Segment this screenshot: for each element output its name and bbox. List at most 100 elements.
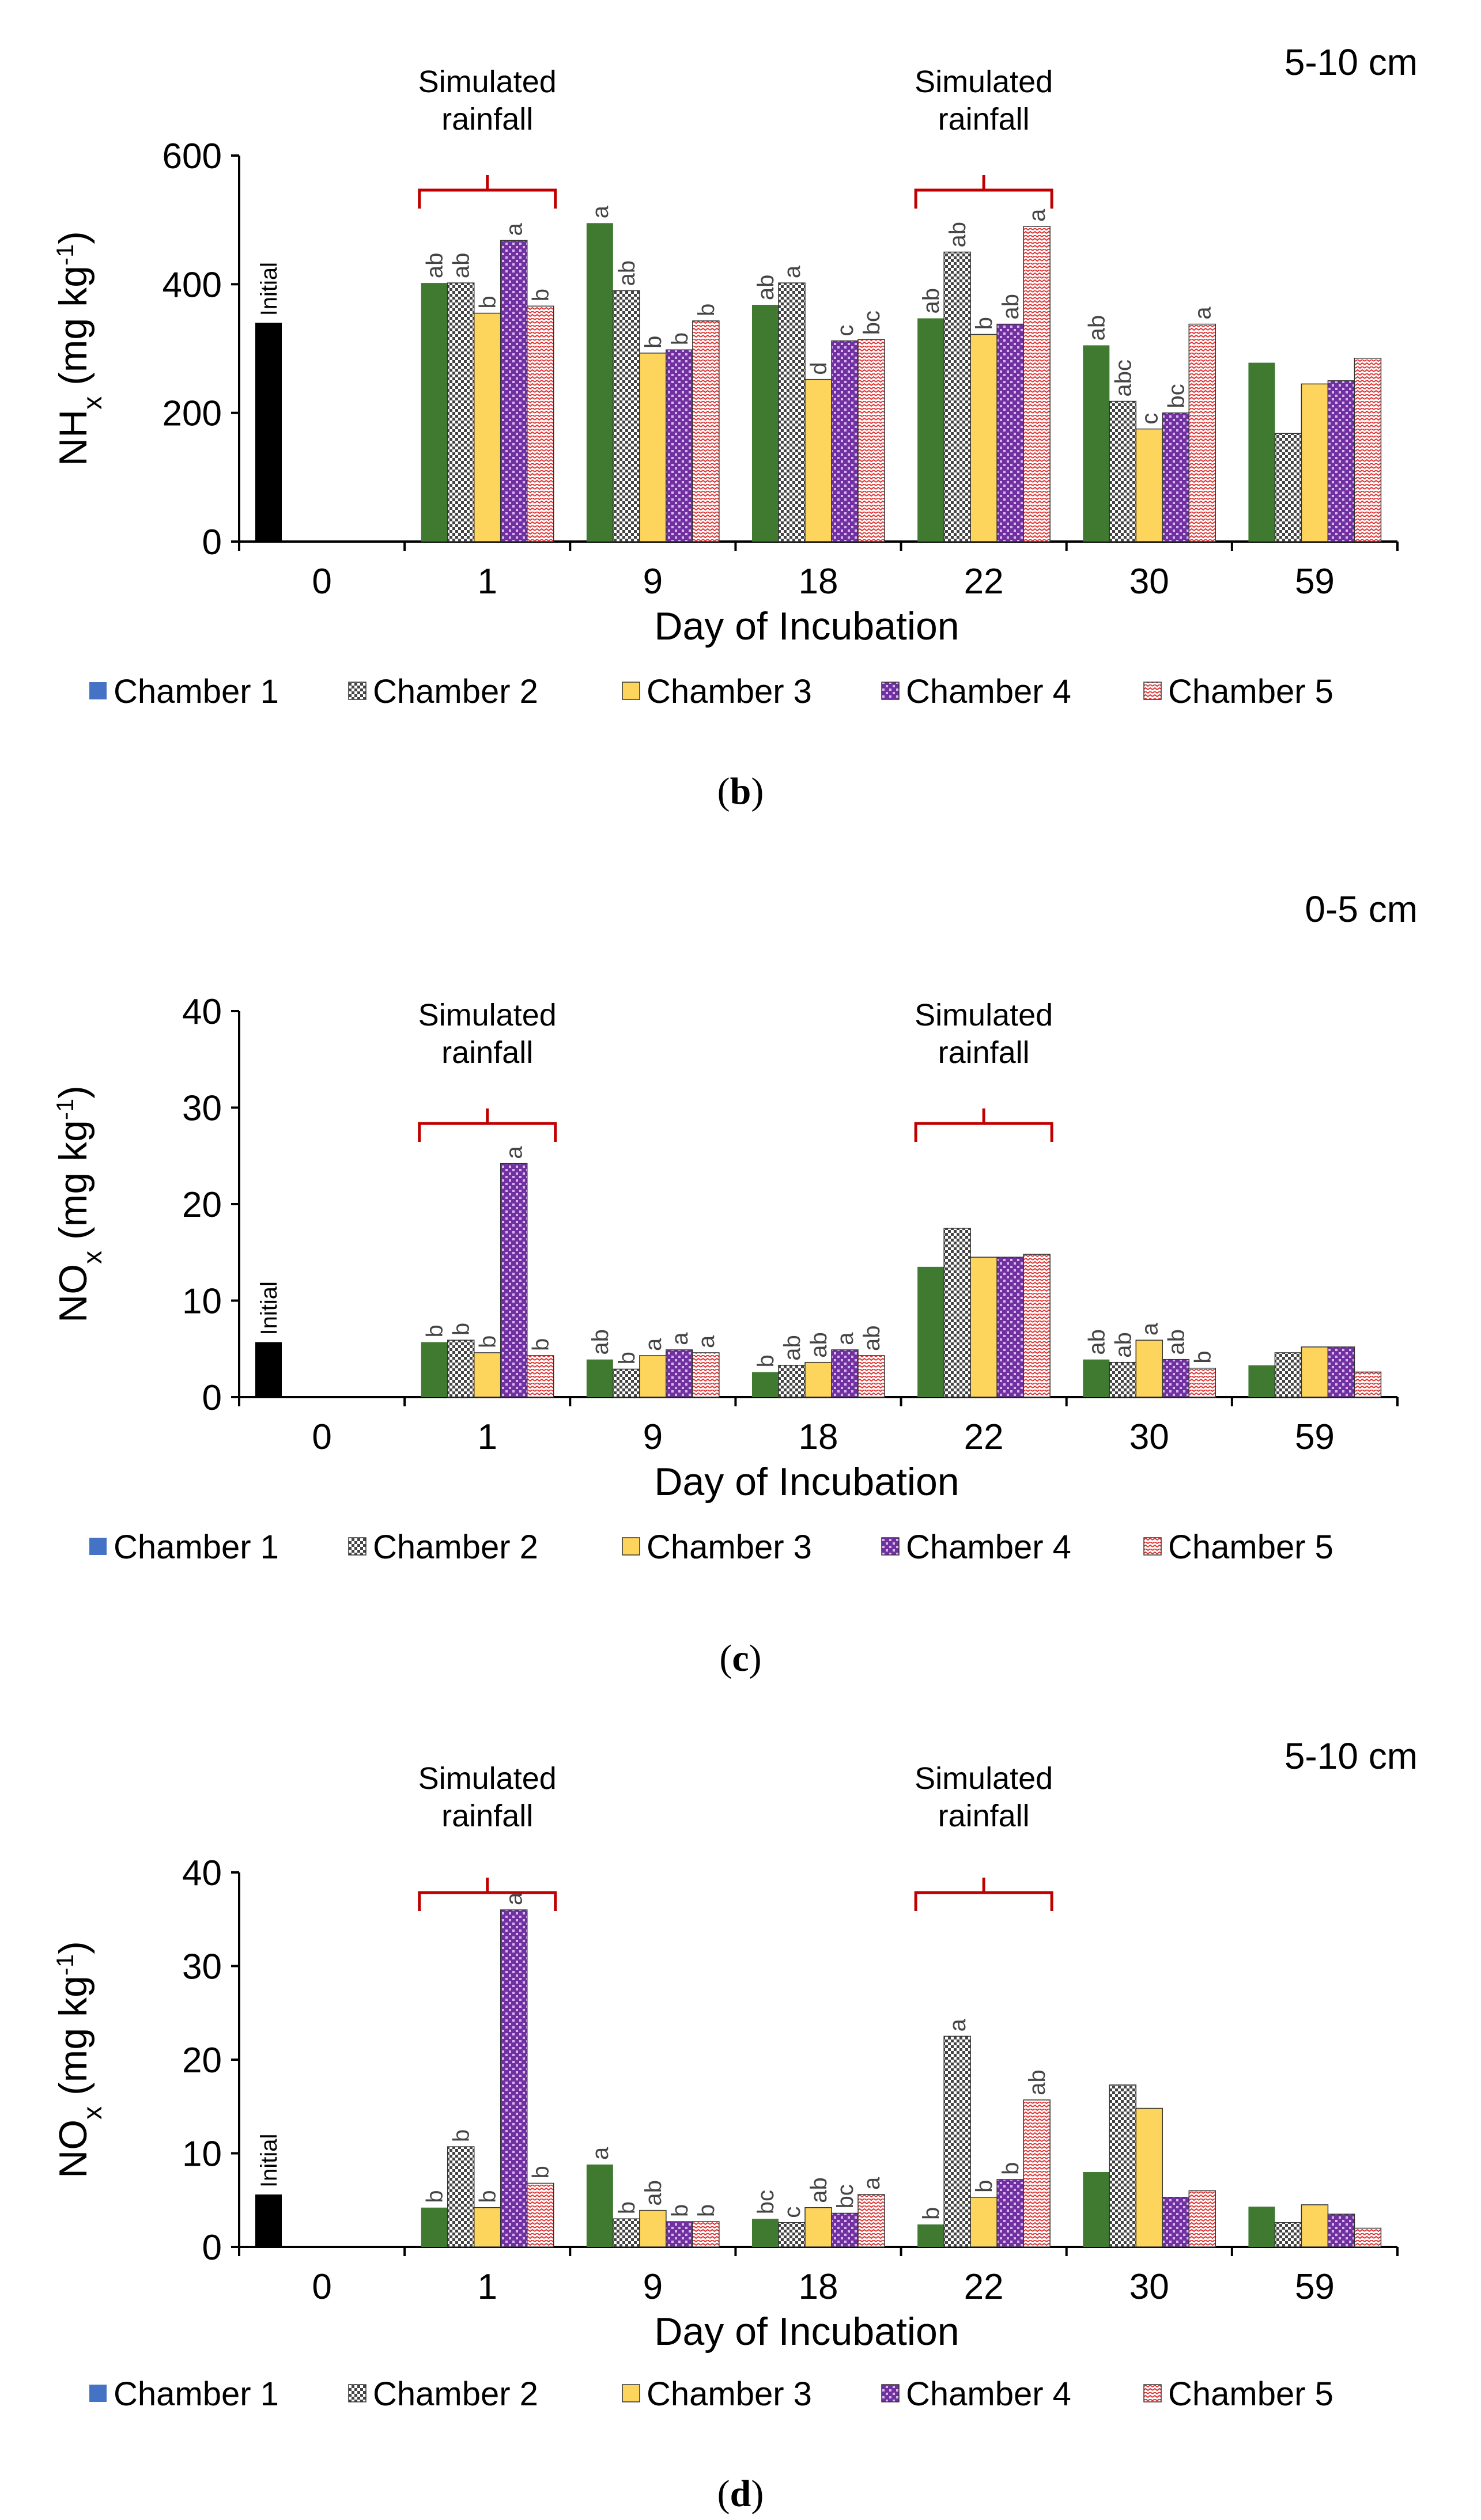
- rainfall-annotation-line2: rainfall: [938, 1035, 1030, 1070]
- bar-chamber-5-day-59: [1354, 1371, 1382, 1398]
- y-axis-title-main: NO: [51, 1264, 95, 1323]
- panel-label-close: ): [751, 2473, 764, 2515]
- significance-letter: b: [449, 2129, 474, 2142]
- rainfall-annotation-line1: Simulated: [418, 65, 557, 99]
- bar-chamber-1-day-59: [1248, 362, 1275, 542]
- x-tick-label-9: 9: [643, 2267, 663, 2307]
- panel-label-letter: d: [730, 2473, 751, 2515]
- significance-letter: ab: [1163, 1329, 1189, 1355]
- significance-letter: a: [945, 2018, 970, 2031]
- y-axis-title: NOx (mg kg-1): [51, 1085, 108, 1323]
- bar-chamber-2-day-9: [613, 1368, 640, 1398]
- legend-label-2: Chamber 2: [373, 673, 538, 710]
- significance-letter: a: [667, 1332, 693, 1345]
- y-axis-title-close: ): [51, 1941, 95, 1954]
- significance-letter: b: [667, 332, 693, 345]
- legend-swatch-4: [881, 682, 900, 700]
- significance-letter: b: [614, 1352, 640, 1364]
- x-tick-label-1: 1: [477, 2267, 497, 2307]
- panel-c-nox-0-5cm: 0-5 cm 0 10 20 30 40 NOx (mg kg-1) 0 1 9 18 22 30 59 D…: [51, 888, 1418, 1679]
- bar-chamber-1-day-9: [586, 1359, 613, 1397]
- bar-chamber-3-day-9: [639, 1355, 667, 1398]
- bar-chamber-3-day-59: [1301, 2204, 1329, 2247]
- legend-label-2: Chamber 2: [373, 2375, 538, 2413]
- significance-letter: ab: [1110, 1332, 1136, 1358]
- significance-letter: ab: [806, 1332, 832, 1358]
- bar-chamber-1-day-1: [421, 283, 448, 542]
- initial-label: Initial: [256, 1281, 282, 1335]
- significance-letter: a: [833, 1332, 858, 1345]
- significance-letter: b: [449, 1323, 474, 1335]
- significance-letter: b: [422, 2190, 448, 2203]
- bar-chamber-1-day-30: [1083, 1359, 1110, 1397]
- bar-chamber-5-day-22: [1023, 226, 1051, 542]
- rainfall-annotation-line1: Simulated: [418, 998, 557, 1032]
- significance-letter: c: [1137, 413, 1162, 425]
- significance-letter: ab: [806, 2177, 832, 2203]
- significance-letter: a: [588, 205, 613, 218]
- bar-chamber-3-day-18: [804, 379, 832, 542]
- x-tick-label-22: 22: [964, 2267, 1004, 2307]
- panel-label-letter: c: [732, 1637, 749, 1679]
- panel-b-nhx-5-10cm: 5-10 cm 0 200 400 600 NHx (mg kg-1) 0 1 9 18 22 30 5…: [51, 41, 1418, 812]
- y-axis-title-sub: x: [77, 2106, 107, 2120]
- significance-letter: ab: [422, 253, 448, 279]
- bar-chamber-5-day-1: [526, 305, 554, 542]
- significance-letter: b: [972, 2180, 997, 2193]
- significance-letter: c: [833, 325, 858, 336]
- bar-chamber-3-day-22: [970, 334, 998, 542]
- bar-chamber-2-day-1: [447, 2146, 475, 2247]
- bar-chamber-4-day-59: [1327, 380, 1355, 542]
- y-tick-label: 10: [182, 1282, 222, 1322]
- significance-letter: b: [667, 2204, 693, 2217]
- significance-letter: c: [780, 2207, 805, 2218]
- rainfall-annotation-line1: Simulated: [915, 1761, 1053, 1796]
- x-tick-label-18: 18: [799, 562, 838, 601]
- rainfall-bracket: [418, 1878, 557, 1911]
- legend-swatch-5: [1143, 682, 1162, 700]
- x-tick-label-18: 18: [799, 2267, 838, 2307]
- bar-chamber-3-day-22: [970, 1257, 998, 1398]
- bar-chamber-3-day-59: [1301, 1346, 1329, 1398]
- panel-label-letter: b: [730, 770, 751, 812]
- significance-letter: a: [641, 1338, 666, 1351]
- y-tick-label: 30: [182, 1947, 222, 1987]
- significance-letter: bc: [859, 311, 885, 335]
- rainfall-annotation-line2: rainfall: [938, 102, 1030, 137]
- bar-chamber-4-day-18: [831, 340, 859, 542]
- significance-letter: b: [1190, 1351, 1215, 1364]
- bar-chamber-5-day-59: [1354, 358, 1382, 542]
- bar-chamber-5-day-1: [526, 2182, 554, 2247]
- significance-letter: abc: [1110, 360, 1136, 397]
- legend-swatch-3: [622, 682, 640, 700]
- rainfall-bracket: [418, 1108, 557, 1142]
- legend-swatch-4: [881, 1537, 900, 1556]
- legend-swatch-5: [1143, 1537, 1162, 1556]
- panel-label-open: (: [717, 2473, 730, 2515]
- bar-chamber-4-day-30: [1162, 1359, 1190, 1398]
- bar-chamber-4-day-59: [1327, 1346, 1355, 1398]
- y-tick-label: 600: [163, 137, 222, 176]
- x-tick-label-1: 1: [477, 562, 497, 601]
- bar-chamber-5-day-18: [857, 339, 885, 542]
- bar-chamber-2-day-30: [1109, 400, 1137, 542]
- significance-letter: a: [1025, 209, 1050, 222]
- bar-initial: [255, 2194, 282, 2247]
- x-tick-label-30: 30: [1129, 2267, 1169, 2307]
- x-tick-label-30: 30: [1129, 1417, 1169, 1457]
- significance-letter: ab: [998, 294, 1023, 320]
- significance-letter: ab: [1084, 1329, 1109, 1355]
- significance-letter: ab: [753, 275, 779, 301]
- bar-chamber-4-day-1: [500, 1909, 528, 2247]
- rainfall-bracket: [914, 1108, 1053, 1142]
- x-tick-label-0: 0: [312, 2267, 331, 2307]
- significance-letter: b: [528, 1338, 554, 1351]
- x-tick-label-30: 30: [1129, 562, 1169, 601]
- y-axis-title-unit: (mg kg: [51, 266, 95, 396]
- bar-chamber-1-day-9: [586, 2165, 613, 2247]
- y-tick-label: 40: [182, 1853, 222, 1893]
- significance-letter: a: [780, 265, 805, 278]
- bar-chamber-1-day-30: [1083, 2172, 1110, 2247]
- bar-chamber-4-day-30: [1162, 412, 1190, 542]
- y-tick-label: 20: [182, 2041, 222, 2080]
